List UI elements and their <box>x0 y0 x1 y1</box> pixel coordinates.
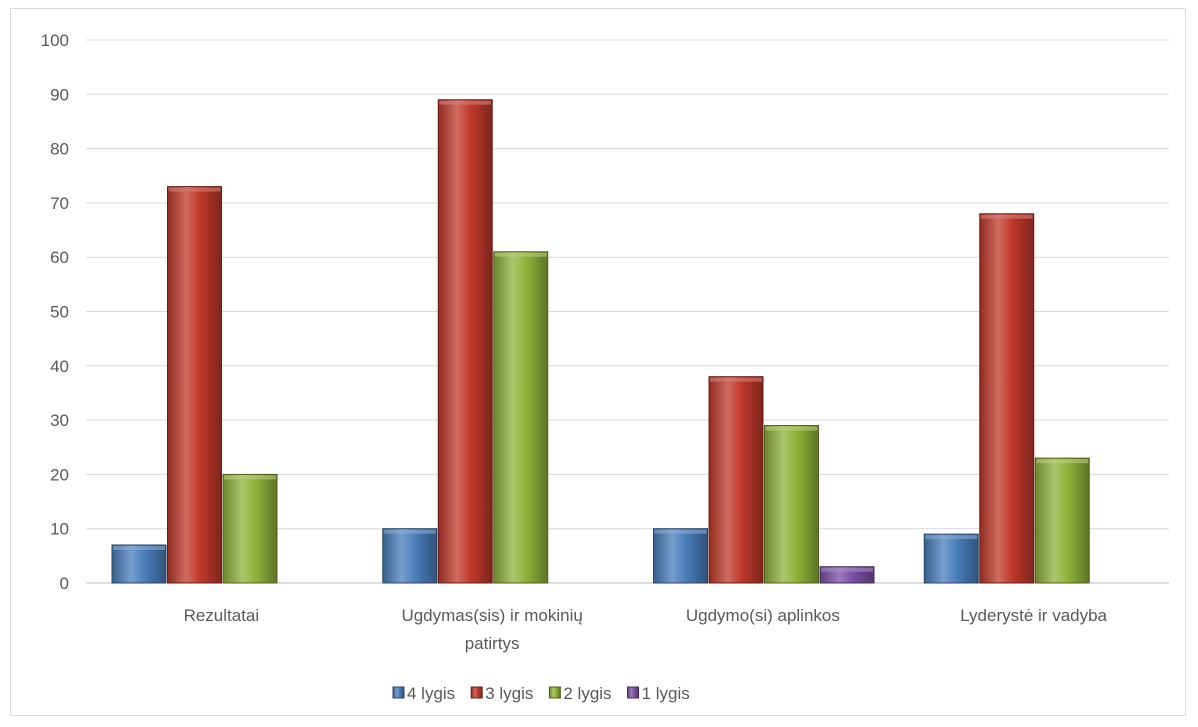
bar-3-lygis-cat-2 <box>708 376 764 584</box>
legend-swatch <box>627 686 640 699</box>
y-tick-label: 40 <box>50 357 69 376</box>
chart-frame: 0 10 20 30 40 50 60 70 80 90 100 Rezultatai Ugdymas… <box>10 8 1186 716</box>
bar-3-lygis-cat-1 <box>437 99 493 584</box>
bar-bevel <box>1036 459 1089 464</box>
bar-2-lygis-cat-0 <box>222 473 278 584</box>
category-label: patirtys <box>465 634 520 653</box>
legend-label: 2 lygis <box>563 684 611 703</box>
bar-bevel <box>224 475 276 480</box>
category-label: Lyderystė ir vadyba <box>960 606 1107 625</box>
bar-bevel <box>765 426 818 431</box>
y-tick-label: 30 <box>50 411 69 430</box>
y-tick-label: 100 <box>41 31 69 50</box>
legend: 4 lygis 3 lygis 2 lygis 1 lygis <box>392 684 690 703</box>
legend-swatch <box>548 686 561 699</box>
bar-bevel <box>383 529 436 534</box>
bar-bevel <box>821 567 873 572</box>
bar-bevel <box>654 529 707 534</box>
bar-3-lygis-cat-0 <box>167 186 222 584</box>
bar-4-lygis-cat-0 <box>111 544 167 584</box>
category-label: Ugdymas(sis) ir mokinių <box>401 606 582 625</box>
y-axis: 0 10 20 30 40 50 60 70 80 90 100 <box>41 31 69 593</box>
bar-bevel <box>439 100 492 105</box>
bar-4-lygis-cat-2 <box>653 528 708 584</box>
y-tick-label: 70 <box>50 194 69 213</box>
bar-2-lygis-cat-1 <box>493 251 549 584</box>
bar-2-lygis-cat-2 <box>764 425 819 584</box>
legend-swatch <box>392 686 405 699</box>
y-tick-label: 80 <box>50 140 69 159</box>
legend-label: 4 lygis <box>407 684 455 703</box>
legend-swatch <box>470 686 483 699</box>
bar-3-lygis-cat-3 <box>979 213 1035 584</box>
bar-bevel <box>494 252 547 257</box>
bars <box>111 99 1090 584</box>
legend-label: 3 lygis <box>485 684 533 703</box>
bar-bevel <box>168 187 221 192</box>
y-tick-label: 10 <box>50 520 69 539</box>
y-tick-label: 60 <box>50 248 69 267</box>
bar-chart: 0 10 20 30 40 50 60 70 80 90 100 Rezultatai Ugdymas… <box>41 31 1169 703</box>
bar-bevel <box>925 535 978 540</box>
bar-bevel <box>980 214 1033 219</box>
y-tick-label: 20 <box>50 465 69 484</box>
y-tick-label: 90 <box>50 85 69 104</box>
bar-4-lygis-cat-3 <box>923 533 979 584</box>
x-axis: Rezultatai Ugdymas(sis) ir mokinių patirty… <box>184 606 1108 653</box>
legend-label: 1 lygis <box>642 684 690 703</box>
y-tick-label: 50 <box>50 303 69 322</box>
bar-4-lygis-cat-1 <box>382 528 438 584</box>
bar-bevel <box>710 377 762 382</box>
y-tick-label: 0 <box>60 574 69 593</box>
bar-2-lygis-cat-3 <box>1034 457 1090 584</box>
category-label: Ugdymo(si) aplinkos <box>686 606 840 625</box>
bar-bevel <box>113 545 165 550</box>
category-label: Rezultatai <box>184 606 260 625</box>
